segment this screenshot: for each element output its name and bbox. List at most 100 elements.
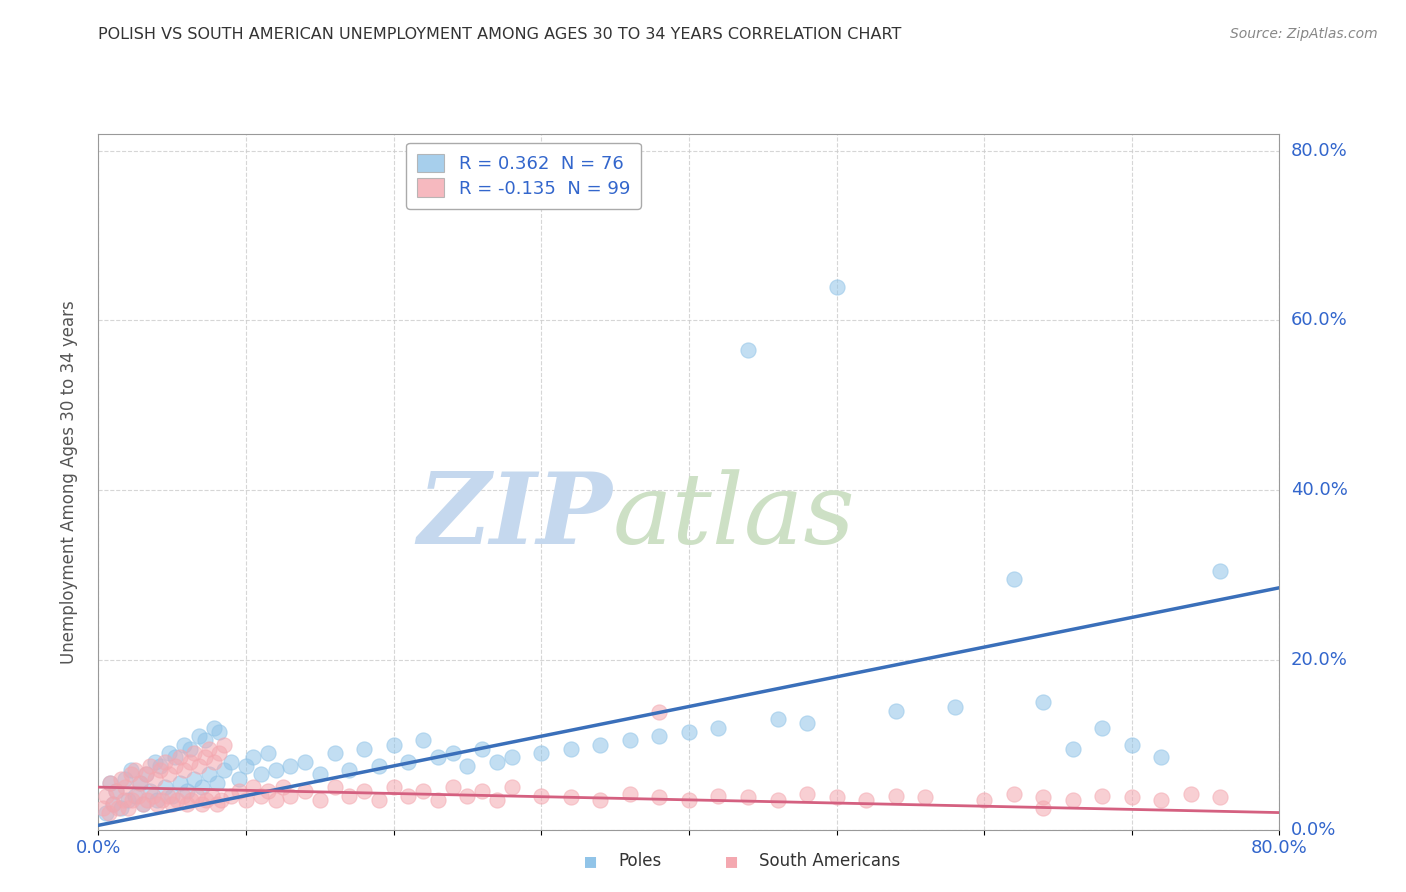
Point <box>1209 564 1232 578</box>
Point <box>127 789 149 803</box>
Point <box>94 789 117 803</box>
Point <box>208 746 231 760</box>
Point <box>1032 801 1054 815</box>
Point <box>162 797 183 811</box>
Point <box>825 790 848 805</box>
Point <box>294 784 316 798</box>
Point <box>501 780 523 794</box>
Point <box>98 776 121 790</box>
Point <box>412 733 434 747</box>
Point <box>157 746 180 760</box>
Point <box>103 797 125 811</box>
Legend: R = 0.362  N = 76, R = -0.135  N = 99: R = 0.362 N = 76, R = -0.135 N = 99 <box>406 143 641 209</box>
Point <box>278 759 302 773</box>
Point <box>97 805 120 820</box>
Point <box>219 789 242 803</box>
Point <box>105 784 128 798</box>
Point <box>382 738 405 752</box>
Point <box>179 755 201 769</box>
Point <box>198 767 221 781</box>
Point <box>146 793 169 807</box>
Point <box>368 793 391 807</box>
Point <box>382 780 405 794</box>
Point <box>172 789 194 803</box>
Point <box>201 789 224 803</box>
Point <box>128 776 150 790</box>
Text: atlas: atlas <box>612 469 855 564</box>
Point <box>456 789 478 803</box>
Point <box>353 742 375 756</box>
Point <box>165 759 187 773</box>
Point <box>235 793 257 807</box>
Point <box>162 789 183 803</box>
Point <box>648 729 671 743</box>
Point <box>648 706 671 720</box>
Point <box>132 797 155 811</box>
Point <box>191 780 214 794</box>
Point <box>149 759 172 773</box>
Point <box>110 801 132 815</box>
Point <box>186 789 208 803</box>
Point <box>427 750 450 764</box>
Point <box>191 797 214 811</box>
Point <box>337 763 360 777</box>
Text: South Americans: South Americans <box>759 852 900 870</box>
Text: ▪: ▪ <box>724 851 738 871</box>
Point <box>1121 790 1143 805</box>
Point <box>91 801 114 815</box>
Point <box>128 776 150 790</box>
Point <box>648 790 671 805</box>
Point <box>198 742 221 756</box>
Point <box>1002 787 1025 801</box>
Point <box>796 787 818 801</box>
Point <box>486 793 509 807</box>
Point <box>766 712 789 726</box>
Point <box>294 755 316 769</box>
Point <box>120 767 142 781</box>
Text: ▪: ▪ <box>583 851 598 871</box>
Point <box>112 793 135 807</box>
Point <box>139 784 162 798</box>
Point <box>179 742 201 756</box>
Point <box>117 801 139 815</box>
Point <box>114 780 136 794</box>
Point <box>619 733 641 747</box>
Point <box>176 784 198 798</box>
Point <box>153 780 176 794</box>
Point <box>208 725 231 739</box>
Point <box>1180 787 1202 801</box>
Point <box>187 729 209 743</box>
Point <box>825 279 848 293</box>
Point <box>353 784 375 798</box>
Point <box>560 742 582 756</box>
Point <box>153 755 176 769</box>
Point <box>914 790 936 805</box>
Point <box>165 750 187 764</box>
Point <box>195 793 218 807</box>
Text: 60.0%: 60.0% <box>1291 311 1347 329</box>
Point <box>973 793 995 807</box>
Point <box>796 716 818 731</box>
Point <box>855 793 877 807</box>
Point <box>471 784 494 798</box>
Point <box>143 755 166 769</box>
Point <box>202 755 225 769</box>
Point <box>441 746 464 760</box>
Point <box>1062 793 1084 807</box>
Point <box>228 772 250 786</box>
Point <box>530 746 553 760</box>
Point <box>707 721 730 735</box>
Point <box>142 789 165 803</box>
Point <box>737 343 759 358</box>
Point <box>173 763 195 777</box>
Point <box>530 789 553 803</box>
Point <box>1150 793 1173 807</box>
Point <box>205 776 228 790</box>
Point <box>1002 572 1025 586</box>
Text: 80.0%: 80.0% <box>1291 142 1347 160</box>
Point <box>156 789 179 803</box>
Point <box>117 793 139 807</box>
Point <box>737 790 759 805</box>
Point <box>309 793 332 807</box>
Point <box>150 793 173 807</box>
